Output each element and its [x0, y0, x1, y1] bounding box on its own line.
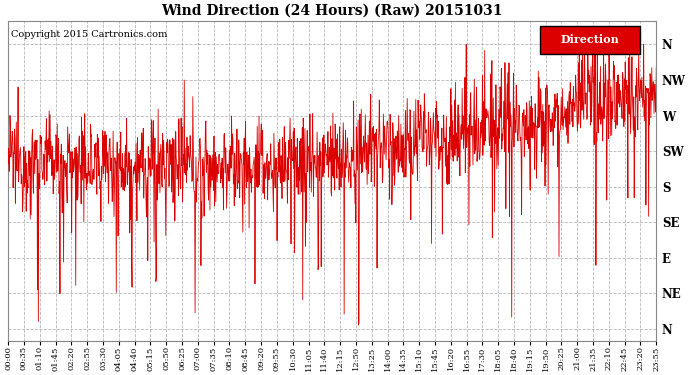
Text: Copyright 2015 Cartronics.com: Copyright 2015 Cartronics.com [12, 30, 168, 39]
Title: Wind Direction (24 Hours) (Raw) 20151031: Wind Direction (24 Hours) (Raw) 20151031 [161, 4, 503, 18]
Text: Direction: Direction [560, 34, 619, 45]
FancyBboxPatch shape [540, 26, 640, 54]
